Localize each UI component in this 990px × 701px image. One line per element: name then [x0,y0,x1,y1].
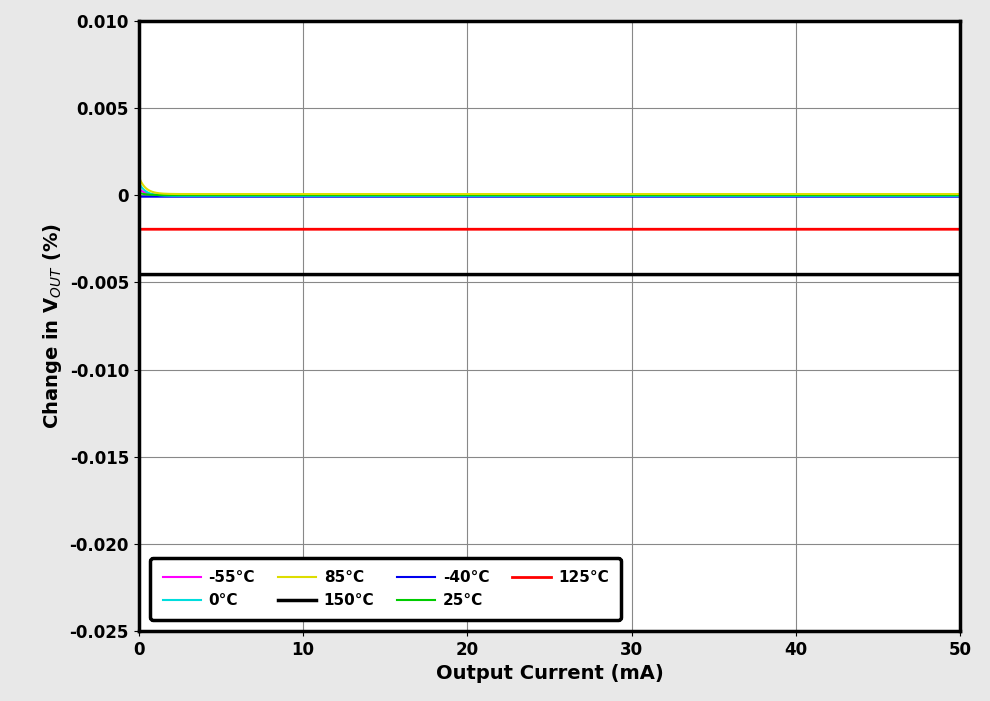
25°C [133,189,145,197]
0°C [780,191,792,200]
0°C [133,178,145,186]
85°C [931,190,942,198]
85°C [780,190,792,198]
150°C [931,271,942,279]
-40°C [533,193,544,201]
-40°C [511,193,523,201]
150°C [133,271,145,279]
Line: -55°C: -55°C [139,189,960,196]
25°C [533,191,544,199]
85°C [954,190,966,198]
125°C [533,225,544,233]
25°C [511,191,523,199]
25°C [954,191,966,199]
-40°C [780,193,792,201]
Legend: -55°C, 0°C, 85°C, 150°C, -40°C, 25°C, 125°C: -55°C, 0°C, 85°C, 150°C, -40°C, 25°C, 12… [150,558,622,620]
-40°C [133,193,145,201]
25°C [174,191,186,199]
-55°C [780,191,792,200]
125°C [931,225,942,233]
Line: 85°C: 85°C [139,176,960,194]
150°C [174,271,186,279]
25°C [931,191,942,199]
0°C [174,191,186,200]
85°C [133,172,145,180]
150°C [954,271,966,279]
-55°C [533,191,544,200]
0°C [954,191,966,200]
125°C [133,225,145,233]
150°C [780,271,792,279]
0°C [511,191,523,200]
150°C [931,271,942,279]
Line: 25°C: 25°C [139,193,960,195]
25°C [780,191,792,199]
125°C [954,225,966,233]
85°C [393,190,405,198]
125°C [174,225,186,233]
-55°C [954,191,966,200]
125°C [931,225,942,233]
25°C [931,191,942,199]
Line: 0°C: 0°C [139,182,960,196]
85°C [511,190,523,198]
-40°C [954,193,966,201]
0°C [931,191,942,200]
X-axis label: Output Current (mA): Output Current (mA) [436,664,663,683]
0°C [533,191,544,200]
85°C [533,190,544,198]
-55°C [931,191,942,200]
-40°C [931,193,942,201]
-55°C [511,191,523,200]
0°C [400,191,412,200]
Y-axis label: Change in V$_{OUT}$ (%): Change in V$_{OUT}$ (%) [41,223,64,429]
85°C [931,190,942,198]
125°C [780,225,792,233]
85°C [174,190,186,198]
0°C [931,191,942,200]
25°C [394,191,406,199]
-55°C [133,184,145,193]
150°C [533,271,544,279]
150°C [511,271,523,279]
-55°C [174,191,186,200]
125°C [511,225,523,233]
-40°C [931,193,942,201]
-40°C [174,193,186,201]
-55°C [931,191,942,200]
